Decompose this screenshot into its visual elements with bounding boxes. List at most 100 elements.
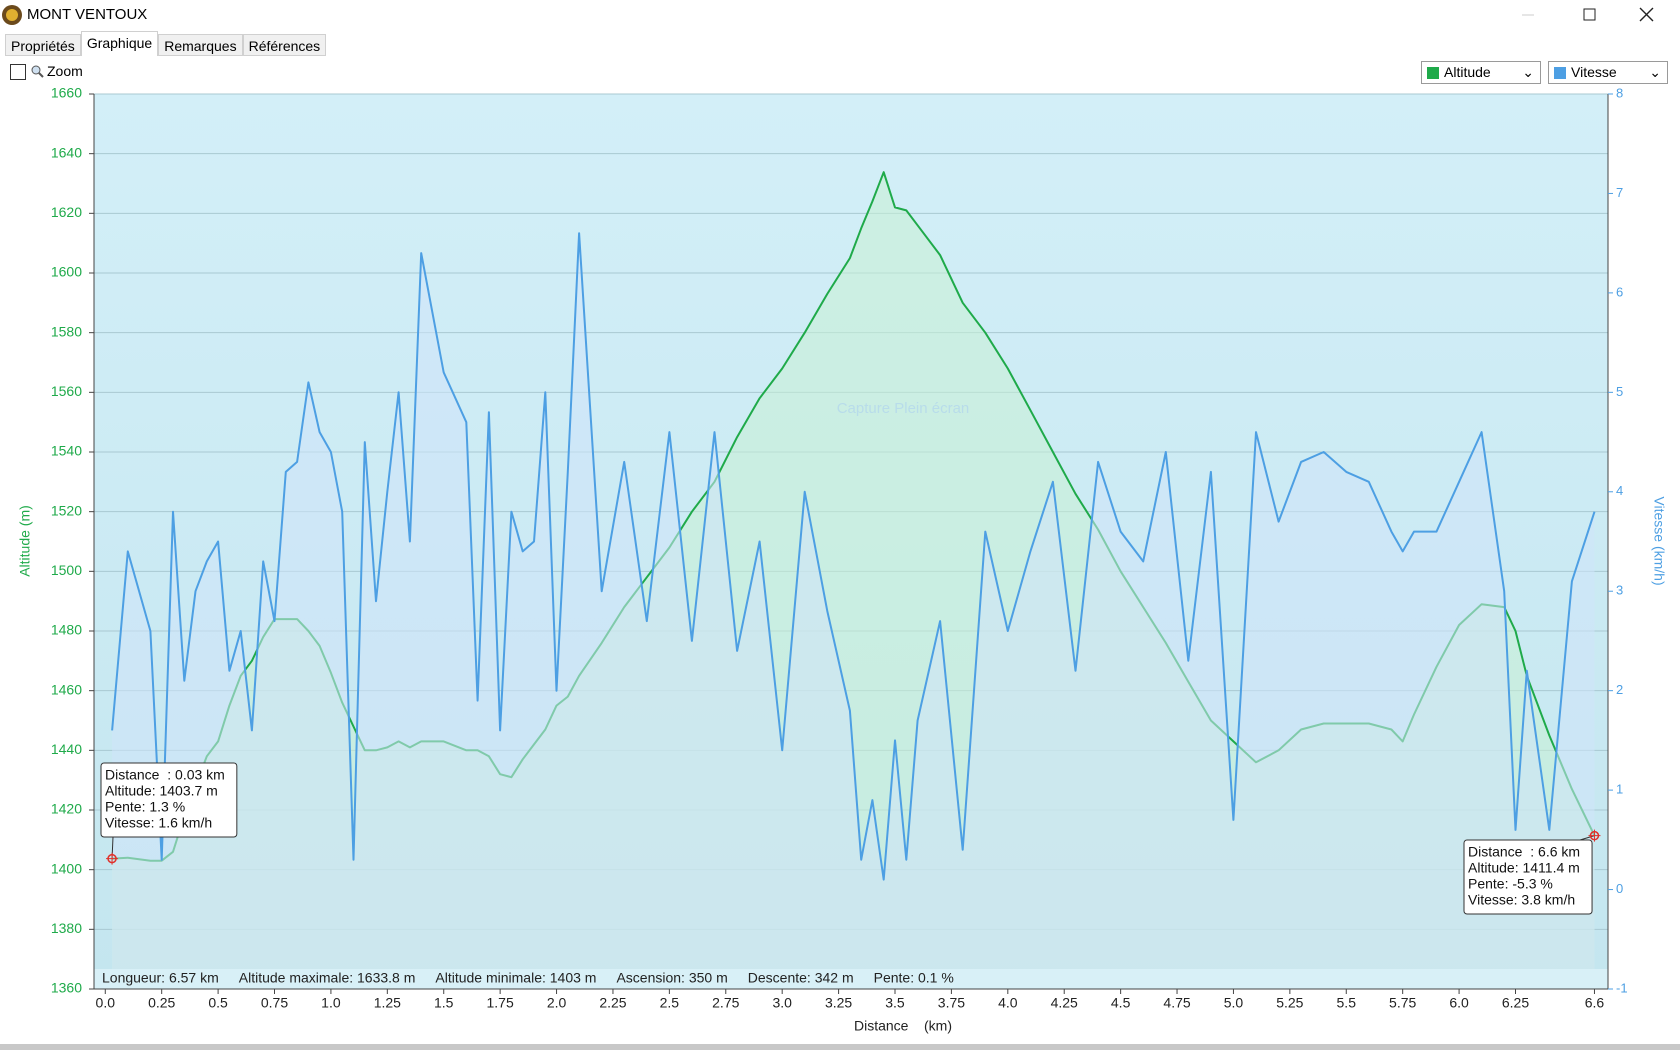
y2-tick-label: 3 xyxy=(1616,583,1623,598)
stat: Descente: 342 m xyxy=(748,970,854,986)
x-tick-label: 5.5 xyxy=(1337,995,1357,1011)
tooltip-box xyxy=(100,762,238,838)
x-tick-label: 5.0 xyxy=(1224,995,1244,1011)
x-tick-label: 4.25 xyxy=(1051,995,1078,1011)
x-tick-label: 0.0 xyxy=(96,995,116,1011)
x-axis-title: Distance (km) xyxy=(854,1018,952,1034)
zoom-icon xyxy=(31,65,44,78)
point-crosshair xyxy=(106,852,119,865)
y-tick-label: 1480 xyxy=(51,622,82,638)
tab[interactable]: Propriétés xyxy=(5,34,81,56)
x-tick-label: 4.75 xyxy=(1163,995,1190,1011)
x-tick-label: 5.75 xyxy=(1389,995,1416,1011)
x-tick-label: 6.6 xyxy=(1585,995,1605,1011)
y-tick-label: 1640 xyxy=(51,144,82,160)
y2-tick-label: 6 xyxy=(1616,284,1623,299)
y-tick-label: 1380 xyxy=(51,920,82,936)
tooltip-pointer xyxy=(111,836,114,859)
y-tick-label: 1620 xyxy=(51,204,82,220)
legend-swatch xyxy=(1427,67,1439,79)
window-title: MONT VENTOUX xyxy=(27,6,148,23)
y-tick-label: 1360 xyxy=(51,980,82,996)
y-tick-label: 1520 xyxy=(51,502,82,518)
x-tick-label: 5.25 xyxy=(1276,995,1303,1011)
y2-tick-label: 7 xyxy=(1616,185,1623,200)
stats-strip xyxy=(94,969,1608,989)
y-tick-label: 1580 xyxy=(51,323,82,339)
area-fill xyxy=(112,172,1595,989)
y2-tick-label: 4 xyxy=(1616,483,1623,498)
x-tick-label: 1.0 xyxy=(321,995,341,1011)
x-tick-label: 3.75 xyxy=(938,995,965,1011)
y2-tick-label: 8 xyxy=(1616,85,1623,100)
app-icon xyxy=(2,5,22,25)
y-tick-label: 1400 xyxy=(51,860,82,876)
x-tick-label: 3.0 xyxy=(772,995,792,1011)
tab[interactable]: Graphique xyxy=(80,31,159,56)
y2-axis-title: Vitesse (km/h) xyxy=(1651,496,1667,585)
status-bar xyxy=(0,1044,1680,1050)
zoom-label: Zoom xyxy=(47,63,83,79)
y2-tick-label: -1 xyxy=(1616,980,1628,995)
tooltip-line: Distance : 0.03 km xyxy=(105,767,225,783)
tooltip-pointer xyxy=(1579,835,1595,841)
stat: Pente: 0.1 % xyxy=(874,970,954,986)
series-line xyxy=(111,232,1596,881)
x-tick-label: 4.5 xyxy=(1111,995,1131,1011)
tooltip-line: Vitesse: 1.6 km/h xyxy=(105,815,212,831)
series-dropdown[interactable]: Vitesse ⌄ xyxy=(1548,61,1668,84)
point-crosshair xyxy=(1588,829,1601,842)
tab[interactable]: Références xyxy=(242,34,327,56)
tooltip-line: Vitesse: 3.8 km/h xyxy=(1468,892,1575,908)
x-tick-label: 6.25 xyxy=(1502,995,1529,1011)
point-marker xyxy=(1589,830,1600,841)
watermark: Capture Plein écran xyxy=(837,400,970,417)
x-tick-label: 1.5 xyxy=(434,995,454,1011)
series-line xyxy=(112,171,1596,862)
x-tick-label: 1.25 xyxy=(374,995,401,1011)
y-tick-label: 1560 xyxy=(51,383,82,399)
y-axis-title: Altitude (m) xyxy=(17,505,33,577)
x-tick-label: 1.75 xyxy=(487,995,514,1011)
y-tick-label: 1660 xyxy=(51,85,82,101)
restore[interactable] xyxy=(1583,8,1596,21)
tooltip-line: Pente: 1.3 % xyxy=(105,799,185,815)
stat: Ascension: 350 m xyxy=(616,970,727,986)
tooltip-line: Altitude: 1403.7 m xyxy=(105,783,218,799)
y2-tick-label: 0 xyxy=(1616,881,1623,896)
tooltip-line: Distance : 6.6 km xyxy=(1468,844,1580,860)
series-dropdown[interactable]: Altitude ⌄ xyxy=(1421,61,1541,84)
close[interactable] xyxy=(1639,7,1654,22)
stat: Altitude maximale: 1633.8 m xyxy=(239,970,416,986)
area-fill xyxy=(112,233,1595,989)
tab[interactable]: Remarques xyxy=(158,34,243,56)
chart-frame xyxy=(5,90,1675,1040)
x-tick-label: 4.0 xyxy=(998,995,1018,1011)
y-tick-label: 1540 xyxy=(51,443,82,459)
dropdown-arrow: ⌄ xyxy=(1649,64,1661,80)
stat: Altitude minimale: 1403 m xyxy=(435,970,596,986)
stat: Longueur: 6.57 km xyxy=(102,970,219,986)
y-tick-label: 1460 xyxy=(51,681,82,697)
window-controls xyxy=(1522,7,1654,22)
title-bar: MONT VENTOUX xyxy=(0,0,1680,30)
y2-tick-label: 1 xyxy=(1616,782,1623,797)
checkbox[interactable] xyxy=(10,64,26,80)
x-tick-label: 3.5 xyxy=(885,995,905,1011)
x-tick-label: 2.75 xyxy=(712,995,739,1011)
y2-tick-label: 2 xyxy=(1616,682,1623,697)
x-tick-label: 6.0 xyxy=(1449,995,1469,1011)
x-tick-label: 2.0 xyxy=(547,995,567,1011)
legend-label: Altitude xyxy=(1444,64,1491,80)
x-tick-label: 2.5 xyxy=(660,995,680,1011)
plot-area xyxy=(94,94,1608,989)
tooltip-line: Pente: -5.3 % xyxy=(1468,876,1553,892)
legend-label: Vitesse xyxy=(1571,64,1617,80)
y-tick-label: 1600 xyxy=(51,264,82,280)
tooltip-line: Altitude: 1411.4 m xyxy=(1468,860,1580,876)
point-marker xyxy=(107,853,117,864)
